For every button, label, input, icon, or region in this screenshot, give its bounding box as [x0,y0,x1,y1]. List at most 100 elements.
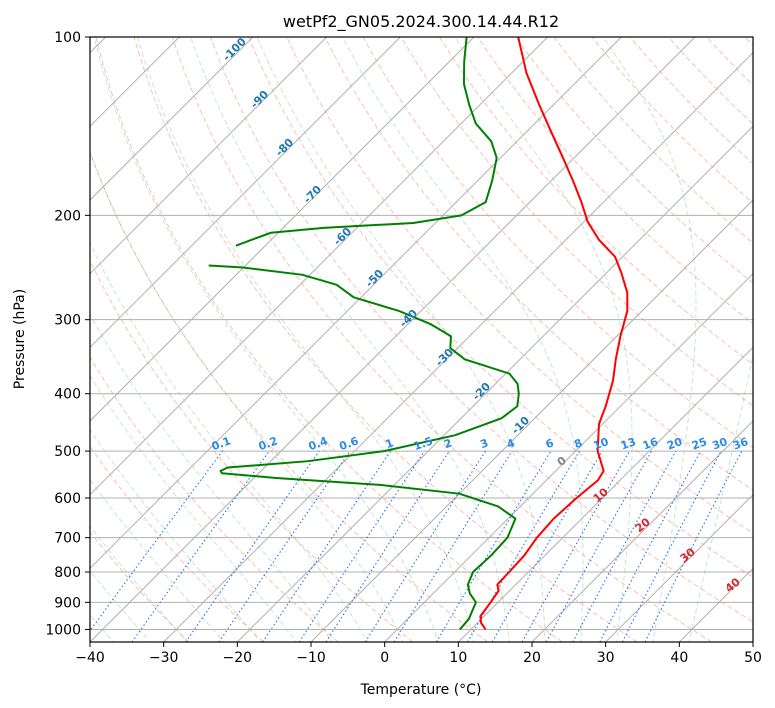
y-tick-label: 500 [54,444,81,460]
mixing-ratio-label: 10 [592,435,611,453]
mixing-ratio-line [325,450,450,642]
mixing-ratio-label: 0.4 [307,434,330,453]
moist-adiabat-line [90,478,225,642]
y-tick-label: 400 [54,387,81,403]
moist-adiabat-line [90,428,261,642]
mixing-ratio-label: 36 [731,435,750,453]
y-axis-label: Pressure (hPa) [12,289,28,389]
plot-area [90,10,775,642]
mixing-ratio-line [435,450,552,642]
x-tick-label: 40 [670,650,688,666]
mixing-ratio-line [185,450,320,642]
plot-background [90,37,753,642]
moist-adiabat-line [93,37,439,642]
x-tick-label: 30 [597,650,615,666]
dry-adiabat-line [324,37,753,491]
dry-adiabat-line [286,37,753,534]
mixing-ratio-label: 0.6 [338,434,361,453]
dry-adiabat-line [362,37,753,449]
dry-adiabat-line [591,37,753,204]
dry-adiabat-line [515,37,753,284]
x-tick-label: 50 [744,650,762,666]
mixing-ratio-line [90,450,223,632]
isotherm-gridline [90,37,254,201]
dry-adiabat-line [90,356,339,642]
dry-adiabat-line [477,37,753,325]
x-tick-label: −30 [149,650,179,666]
dry-adiabat-line [171,37,712,642]
moist-adiabat-line [256,37,546,642]
isotherm-gridline [605,493,753,642]
x-tick-label: 10 [449,650,467,666]
isotherm-gridline [384,272,753,642]
moist-adiabat-line [90,241,369,642]
isotherm-gridline [90,37,475,422]
x-tick-label: −40 [75,650,105,666]
dewpoint-profile-line [235,37,498,247]
mixing-ratio-label: 16 [641,435,660,453]
mixing-ratio-label: 8 [572,436,584,451]
dry-adiabat-line [95,37,563,642]
mixing-ratio-line [364,450,486,642]
isotherm-gridline [310,199,753,642]
mixing-ratio-label: 6 [544,436,556,451]
mixing-ratio-label: 1 [384,436,396,451]
mixing-ratio-label: 1.5 [412,434,435,453]
moist-adiabat-line [90,374,297,642]
mixing-ratio-label: 13 [619,435,638,452]
mixing-ratio-label: 2 [442,436,454,451]
y-tick-label: 100 [54,30,81,46]
dry-adiabat-line [756,10,775,642]
x-tick-label: −10 [296,650,326,666]
x-tick-label: 0 [380,650,389,666]
dry-adiabat-line [133,37,638,642]
y-tick-label: 800 [54,565,81,581]
mixing-ratio-line [218,450,351,642]
dewpoint-profile-line [208,264,520,631]
isotherm-gridline [90,37,696,642]
isotherm-gridline [752,641,753,642]
dry-adiabat-line [400,37,753,407]
mixing-ratio-line [393,450,513,642]
moist-adiabat-line [454,37,633,642]
y-tick-label: 300 [54,313,81,329]
mixing-ratio-label: 3 [478,436,490,451]
isotherm-gridline [90,37,549,496]
mixing-ratio-line [521,450,630,642]
isotherm-gridline [457,346,753,642]
y-tick-label: 700 [54,531,81,547]
mixing-ratio-label: 4 [505,436,517,451]
isotherm-gridline [163,51,753,642]
isotherm-gridline [90,37,401,349]
mixing-ratio-line [131,450,270,642]
y-tick-label: 900 [54,595,81,611]
mixing-ratio-line [545,450,653,642]
dry-adiabat-line [209,37,753,623]
x-axis-label: Temperature (°C) [360,682,482,698]
mixing-ratio-line [572,450,677,642]
mixing-ratio-label: 30 [710,435,729,453]
mixing-ratio-label: 25 [690,435,709,452]
moist-adiabat-line [190,37,510,642]
plot-frame [89,36,754,643]
dry-adiabat-line [438,37,753,366]
moist-adiabat-line [341,37,584,642]
x-tick-label: −20 [223,650,253,666]
y-tick-label: 1000 [45,622,81,638]
moist-adiabat-line [90,150,404,642]
isotherm-gridline [90,37,622,570]
moist-adiabat-line [90,525,188,642]
axis-ticks: −40 −30 −20 −10 0 10 20 30 40 50 1000 900 800 700 600 5… [45,30,762,666]
y-tick-label: 200 [54,208,81,224]
chart-title: wetPf2_GN05.2024.300.14.44.R12 [283,12,559,32]
moist-adiabat-line [602,37,697,642]
y-tick-label: 600 [54,491,81,507]
mixing-ratio-label: 20 [665,435,684,453]
mixing-ratio-label: 0.2 [257,434,280,453]
temperature-profile-line [479,37,629,631]
x-tick-label: 20 [523,650,541,666]
moist-adiabat-line [137,37,475,642]
mixing-ratio-label: 0.1 [210,434,233,453]
dry-adiabat-line [90,445,264,642]
isotherm-gridline [236,125,753,642]
